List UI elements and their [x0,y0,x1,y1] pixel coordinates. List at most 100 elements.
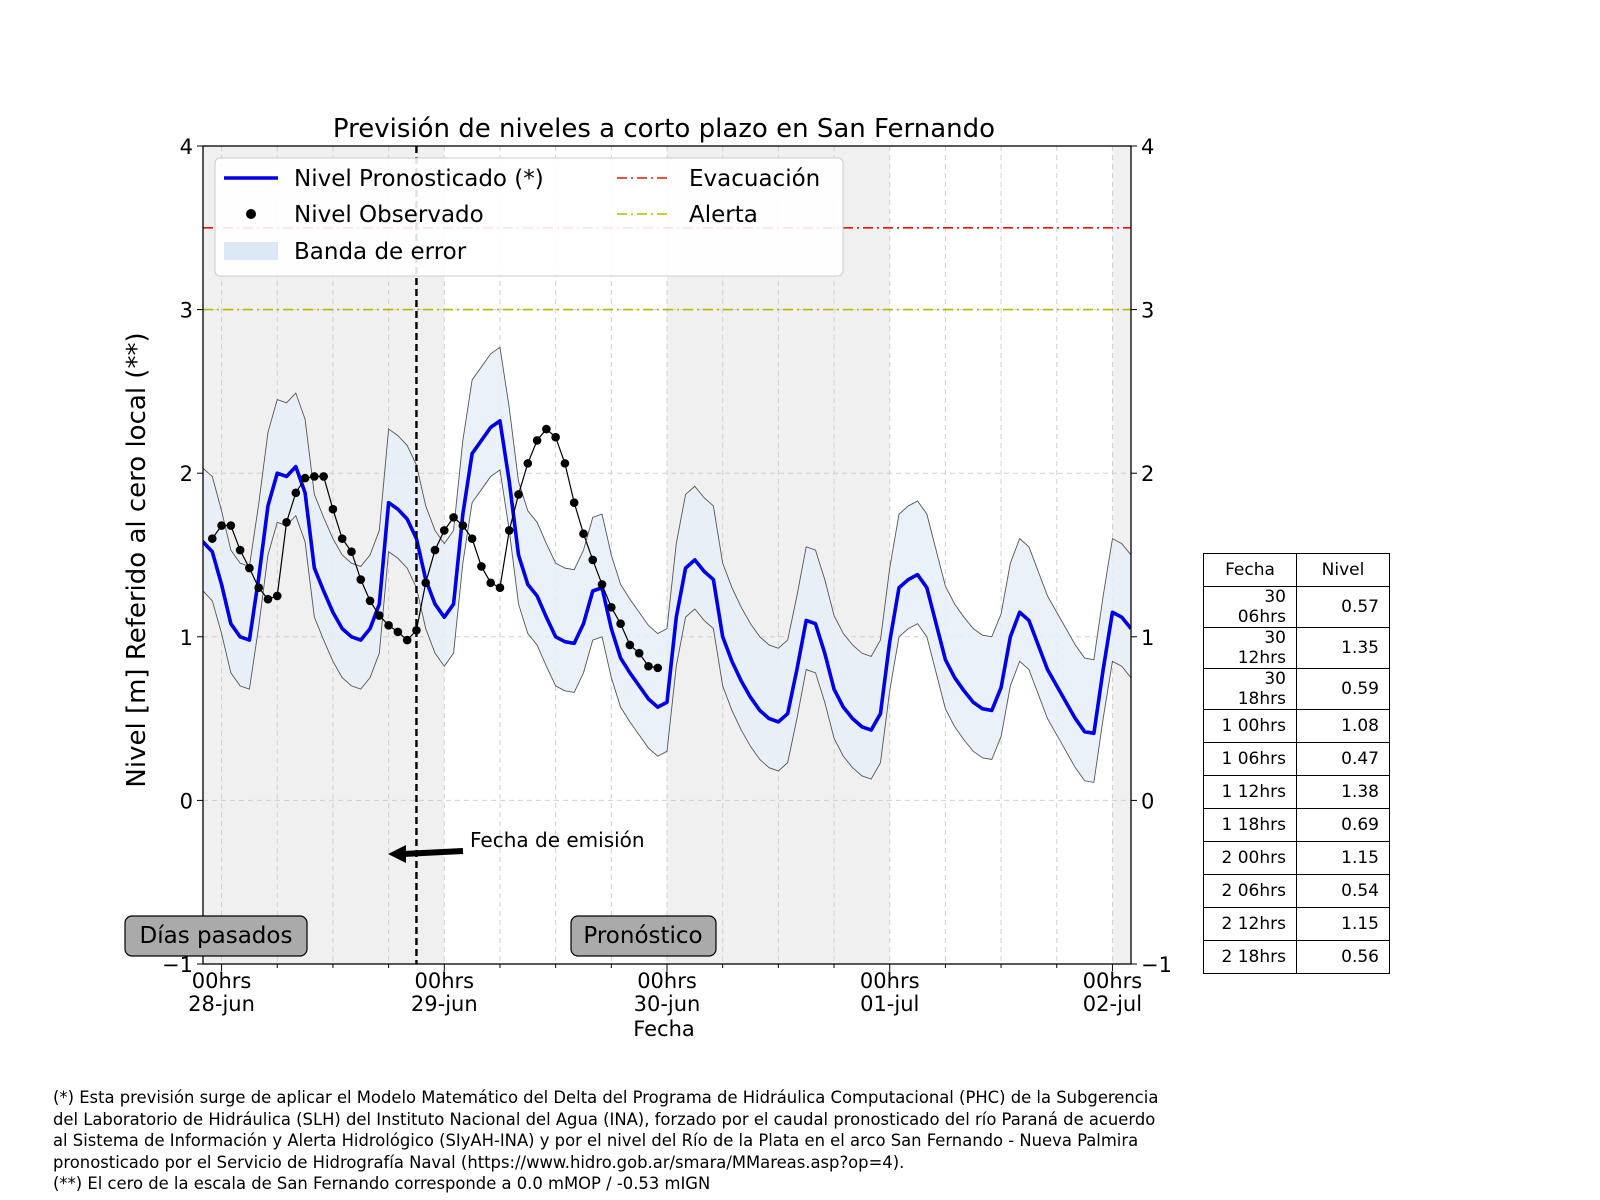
y-tick-label-right: 4 [1141,135,1154,159]
observed-point [356,575,366,584]
x-tick-label-time: 00hrs [192,969,252,993]
emission-arrow [388,845,464,863]
table-row: 2 06hrs 0.54 [1203,874,1390,908]
table-header-row: Fecha Nivel [1203,553,1390,587]
observed-point [430,545,440,555]
observed-point [514,490,523,499]
forecast-box [570,915,717,957]
observed-point [272,591,282,601]
y-tick-label-left: 1 [180,626,193,650]
observed-point [597,580,607,589]
observed-point [375,611,384,620]
table-row: 1 12hrs 1.38 [1203,775,1390,809]
observed-point [644,661,653,671]
legend-alert-label: Alerta [689,202,758,228]
y-tick-label-right: 3 [1141,299,1154,323]
observed-point [458,521,468,530]
observed-point [560,459,570,468]
table-cell-level: 0.69 [1296,808,1390,842]
table-cell-level: 1.15 [1296,841,1390,875]
observed-point [439,526,449,535]
chart-title: Previsión de niveles a corto plazo en Sa… [333,114,995,144]
table-cell-level: 1.35 [1296,627,1390,669]
footnote: (*) Esta previsión surge de aplicar el M… [53,1087,1213,1195]
emission-annotation: Fecha de emisión [470,828,645,852]
observed-point [607,603,616,612]
y-tick-label-left: 4 [180,135,193,159]
table-cell-date: 30 06hrs [1203,586,1297,628]
observed-points [207,424,663,673]
table-header-level: Nivel [1296,553,1390,587]
observed-point [579,529,588,539]
table-row: 30 12hrs 1.35 [1203,627,1390,669]
table-row: 2 18hrs 0.56 [1203,940,1390,974]
observed-point [569,498,579,507]
x-tick-label-time: 00hrs [414,969,474,993]
legend-band-label: Banda de error [294,239,467,265]
table-cell-date: 1 12hrs [1203,775,1297,809]
legend: Nivel Pronosticado (*) Nivel Observado B… [214,157,844,277]
forecast-line [203,419,1131,736]
y-tick-label-left: 0 [180,789,193,813]
observed-point [588,555,598,565]
y-tick-label-right: 2 [1141,462,1154,486]
x-tick-label-date: 01-jul [860,992,919,1016]
table-cell-date: 1 18hrs [1203,808,1297,842]
observed-point [486,578,495,588]
table-cell-level: 0.57 [1296,586,1390,628]
observed-point [402,635,412,645]
table-cell-level: 1.15 [1296,907,1390,941]
table-row: 30 06hrs 0.57 [1203,586,1390,628]
footnote-line: al Sistema de Información y Alerta Hidro… [53,1131,1139,1150]
observed-point [523,459,533,468]
observed-point [217,521,226,530]
forecast-table: Fecha Nivel 30 06hrs 0.57 30 12hrs 1.35 30 1… [1203,553,1390,974]
observed-point [393,627,403,637]
observed-point [542,424,551,434]
table-cell-level: 0.56 [1296,940,1390,974]
table-row: 30 18hrs 0.59 [1203,668,1390,710]
x-axis-label: Fecha [633,1017,695,1041]
y-tick-label-left: −1 [162,953,193,977]
observed-point [347,547,356,557]
table-cell-date: 2 18hrs [1203,940,1297,974]
observed-point [421,578,431,588]
observed-point [532,436,542,445]
footnote-line: del Laboratorio de Hidráulica (SLH) del … [53,1109,1156,1129]
footnote-line: pronosticado por el Servicio de Hidrogra… [53,1152,905,1172]
observed-point [634,648,644,658]
observed-point [477,562,486,571]
table-cell-date: 30 12hrs [1203,627,1297,669]
table-cell-date: 2 00hrs [1203,841,1297,875]
table-cell-date: 30 18hrs [1203,668,1297,710]
table-cell-level: 1.38 [1296,775,1390,809]
error-band-lower [203,469,1131,783]
observed-point [653,663,663,673]
table-header-date: Fecha [1203,553,1297,587]
y-tick-label-right: 0 [1141,789,1154,813]
x-tick-label-time: 00hrs [1083,969,1143,993]
legend-observed-label: Nivel Observado [294,202,484,228]
legend-observed-swatch [246,209,256,219]
legend-forecast-label: Nivel Pronosticado (*) [294,166,544,192]
table-cell-level: 1.08 [1296,709,1390,743]
table-cell-level: 0.59 [1296,668,1390,710]
legend-band-swatch [224,242,278,260]
y-tick-label-right: −1 [1141,953,1172,977]
observed-point [616,619,625,629]
observed-point [291,488,301,498]
table-row: 2 00hrs 1.15 [1203,841,1390,875]
observed-point [551,432,560,442]
legend-box [214,157,844,277]
forecast-label: Pronóstico [583,923,702,949]
observed-point [263,594,273,604]
observed-point [300,473,310,483]
y-tick-label-left: 2 [180,462,193,486]
series-lines [203,419,1131,736]
observed-point [310,472,319,481]
table-cell-date: 2 12hrs [1203,907,1297,941]
legend-evacuation-label: Evacuación [689,166,820,192]
table-row: 1 18hrs 0.69 [1203,808,1390,842]
observed-point [282,517,291,527]
observed-point [254,583,263,593]
